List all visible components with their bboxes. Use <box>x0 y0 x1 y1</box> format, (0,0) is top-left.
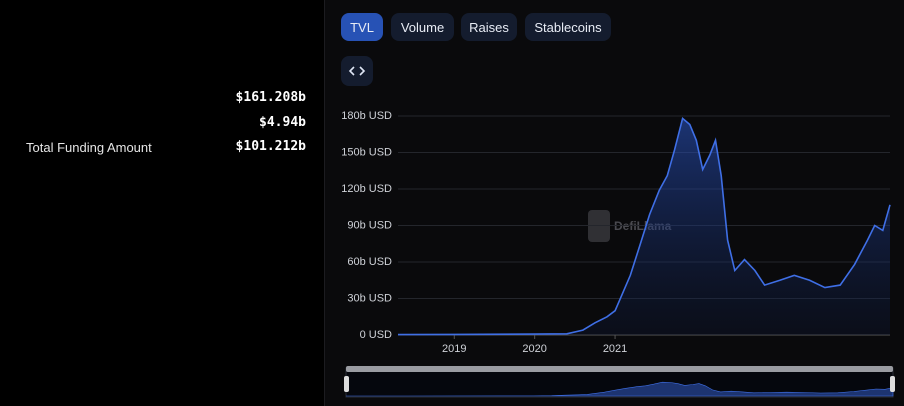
x-tick-label: 2021 <box>603 343 627 355</box>
tab[interactable]: Stablecoins <box>525 13 611 41</box>
area <box>398 118 890 336</box>
y-tick-label: 60b USD <box>347 256 392 268</box>
stat-value: $161.208b <box>235 90 306 105</box>
brush-bar[interactable] <box>346 366 893 372</box>
stat-label: Total Funding Amount <box>26 140 152 155</box>
stat-row: $161.208b <box>26 89 306 109</box>
stat-row: $4.94b <box>26 114 306 134</box>
y-tick-label: 30b USD <box>347 292 392 304</box>
x-tick-label: 2019 <box>442 343 466 355</box>
tab[interactable]: Raises <box>461 13 517 41</box>
stat-value: $4.94b <box>259 115 306 130</box>
brush-area <box>346 381 894 397</box>
brush-handle[interactable] <box>344 376 349 392</box>
stat-value: $101.212b <box>235 139 306 154</box>
line <box>397 116 891 336</box>
x-tick-label: 2020 <box>522 343 546 355</box>
tab[interactable]: TVL <box>341 13 383 41</box>
stats-panel: $161.208b $4.94b Total Funding Amount $10… <box>0 0 325 406</box>
y-tick-label: 150b USD <box>341 146 392 158</box>
y-tick-label: 90b USD <box>347 219 392 231</box>
y-tick-label: 180b USD <box>341 110 392 122</box>
stat-row: Total Funding Amount $101.212b <box>26 138 306 158</box>
tab[interactable]: Volume <box>391 13 454 41</box>
y-tick-label: 0 USD <box>360 329 392 341</box>
y-tick-label: 120b USD <box>341 183 392 195</box>
brush-handle[interactable] <box>890 376 895 392</box>
embed-button[interactable] <box>341 56 373 86</box>
